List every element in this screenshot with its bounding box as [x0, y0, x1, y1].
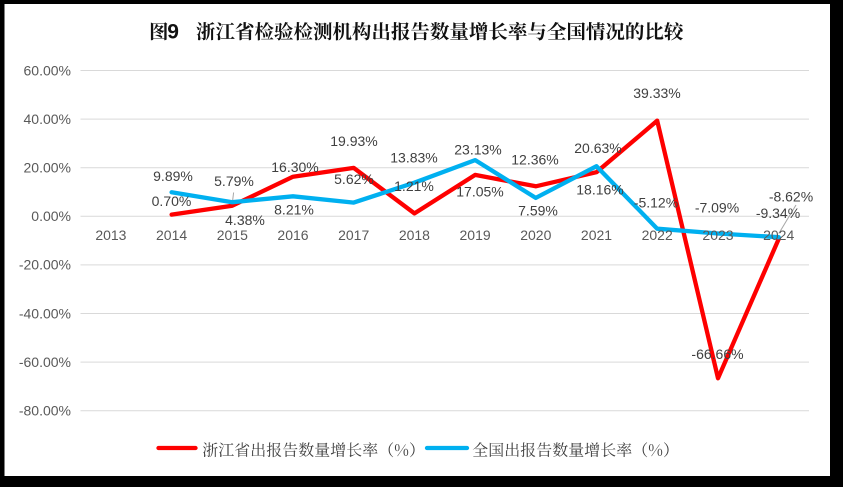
svg-text:2014: 2014: [156, 227, 187, 243]
svg-text:2023: 2023: [702, 227, 733, 243]
svg-text:9.89%: 9.89%: [153, 168, 193, 184]
svg-text:2015: 2015: [217, 227, 248, 243]
svg-text:-66.66%: -66.66%: [691, 346, 743, 362]
svg-text:60.00%: 60.00%: [24, 62, 71, 78]
svg-text:0.00%: 0.00%: [31, 208, 71, 224]
svg-text:7.59%: 7.59%: [518, 203, 558, 219]
svg-text:1.21%: 1.21%: [394, 178, 434, 194]
svg-text:2017: 2017: [338, 227, 369, 243]
svg-text:0.70%: 0.70%: [152, 193, 192, 209]
svg-text:2018: 2018: [399, 227, 430, 243]
svg-text:2020: 2020: [520, 227, 551, 243]
svg-text:2016: 2016: [277, 227, 308, 243]
svg-text:-7.09%: -7.09%: [695, 199, 739, 215]
svg-text:39.33%: 39.33%: [633, 85, 680, 101]
svg-text:20.63%: 20.63%: [574, 140, 621, 156]
svg-text:23.13%: 23.13%: [454, 142, 501, 158]
svg-text:-40.00%: -40.00%: [19, 305, 71, 321]
svg-text:17.05%: 17.05%: [456, 183, 503, 199]
svg-text:13.83%: 13.83%: [390, 150, 437, 166]
svg-text:5.79%: 5.79%: [214, 173, 254, 189]
svg-text:20.00%: 20.00%: [24, 160, 71, 176]
svg-text:2019: 2019: [460, 227, 491, 243]
svg-text:5.62%: 5.62%: [334, 171, 374, 187]
svg-text:8.21%: 8.21%: [274, 202, 314, 218]
svg-text:2024: 2024: [763, 227, 794, 243]
svg-text:-60.00%: -60.00%: [19, 354, 71, 370]
svg-text:4.38%: 4.38%: [225, 212, 265, 228]
svg-text:-9.34%: -9.34%: [756, 205, 800, 221]
svg-text:40.00%: 40.00%: [24, 111, 71, 127]
svg-text:-8.62%: -8.62%: [769, 188, 813, 204]
svg-text:16.30%: 16.30%: [271, 159, 318, 175]
svg-text:2013: 2013: [95, 227, 126, 243]
svg-text:19.93%: 19.93%: [330, 133, 377, 149]
svg-text:-20.00%: -20.00%: [19, 257, 71, 273]
svg-text:18.16%: 18.16%: [576, 181, 623, 197]
svg-text:2022: 2022: [642, 227, 673, 243]
svg-text:2021: 2021: [581, 227, 612, 243]
svg-text:9: 9: [167, 21, 179, 44]
svg-text:-5.12%: -5.12%: [634, 194, 678, 210]
svg-text:-80.00%: -80.00%: [19, 403, 71, 419]
svg-text:12.36%: 12.36%: [511, 152, 558, 168]
